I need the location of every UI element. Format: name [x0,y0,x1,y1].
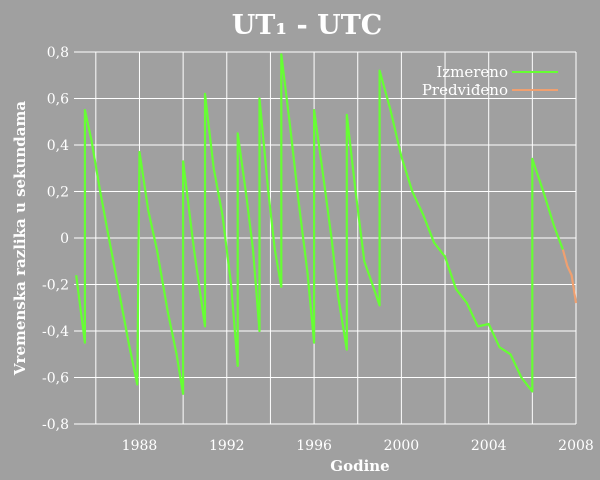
y-tick-label: 0 [60,231,69,247]
x-axis-title: Godine [330,457,389,475]
x-tick-label: 2000 [384,438,420,454]
y-tick-label: -0,6 [42,371,69,387]
x-tick-labels: 1988 1992 1996 2000 2004 2008 [122,438,594,454]
series-line-predicted [561,249,578,304]
legend-label-predicted: Predviđeno [422,81,508,99]
x-tick-label: 1988 [122,438,158,454]
legend: Izmereno Predviđeno [422,63,558,99]
x-tick-label: 1996 [296,438,332,454]
y-tick-label: 0,4 [47,138,69,154]
y-tick-label: 0,2 [47,185,69,201]
chart-title: UT₁ - UTC [232,10,383,41]
series-line-measured [75,53,564,395]
series-layer [75,53,578,395]
grid-lines [74,51,577,425]
x-tick-label: 2004 [471,438,507,454]
y-tick-labels: 0,8 0,6 0,4 0,2 0 -0,2 -0,4 -0,6 -0,8 [42,45,69,433]
legend-label-measured: Izmereno [436,63,508,81]
y-tick-label: -0,8 [42,417,69,433]
x-tick-label: 2008 [558,438,594,454]
y-tick-label: 0,8 [47,45,69,61]
y-axis-title: Vremenska razlika u sekundama [11,101,29,376]
y-tick-label: -0,4 [42,324,69,340]
y-tick-label: -0,2 [42,278,69,294]
y-tick-label: 0,6 [47,92,69,108]
x-tick-label: 1992 [209,438,245,454]
